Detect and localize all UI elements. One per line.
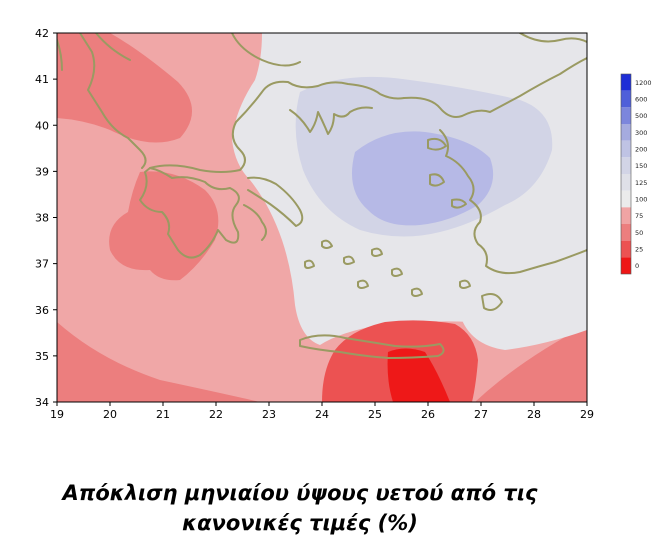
anomaly-region-se xyxy=(475,325,587,402)
legend-label: 125 xyxy=(635,179,647,187)
legend-label: 500 xyxy=(635,112,647,120)
legend-swatch xyxy=(621,140,631,158)
legend-swatch xyxy=(621,224,631,241)
x-tick-label: 24 xyxy=(315,408,329,421)
precipitation-anomaly-map: 19 20 21 22 23 24 25 26 27 28 29 34 35 36 37 38 39 40 41 4… xyxy=(35,27,652,421)
y-tick-label: 41 xyxy=(35,73,49,86)
legend-label: 75 xyxy=(635,212,643,220)
x-tick-label: 28 xyxy=(527,408,541,421)
legend-label: 300 xyxy=(635,129,647,137)
legend-frame xyxy=(620,73,632,275)
legend-label: 150 xyxy=(635,162,647,170)
legend-label: 600 xyxy=(635,96,647,104)
x-tick-label: 25 xyxy=(368,408,382,421)
coastlines xyxy=(57,33,587,359)
anomaly-region-nw xyxy=(57,33,193,143)
y-tick-label: 42 xyxy=(35,27,49,40)
x-tick-label: 27 xyxy=(474,408,488,421)
anomaly-region-crete-core xyxy=(387,348,450,402)
legend-swatch xyxy=(621,190,631,208)
legend-swatch xyxy=(621,174,631,191)
legend-label: 100 xyxy=(635,196,647,204)
legend-swatch xyxy=(621,74,631,91)
y-tick-label: 38 xyxy=(35,212,49,225)
legend-swatch xyxy=(621,240,631,258)
caption-line-1: Απόκλιση μηνιαίου ύψους υετού από τις xyxy=(62,481,538,505)
y-tick-label: 37 xyxy=(35,258,49,271)
y-tick-label: 40 xyxy=(35,119,49,132)
y-tick-label: 36 xyxy=(35,304,49,317)
x-tick-label: 26 xyxy=(421,408,435,421)
y-tick-label: 39 xyxy=(35,165,49,178)
x-tick-label: 23 xyxy=(262,408,276,421)
x-tick-label: 21 xyxy=(156,408,170,421)
y-axis: 34 35 36 37 38 39 40 41 42 xyxy=(35,27,57,409)
legend-swatch xyxy=(621,157,631,174)
x-tick-label: 20 xyxy=(103,408,117,421)
legend-label: 0 xyxy=(635,262,639,270)
y-tick-label: 35 xyxy=(35,350,49,363)
legend: 1200 600 500 300 200 150 125 100 75 50 25 0 xyxy=(620,73,652,275)
x-tick-label: 19 xyxy=(50,408,64,421)
x-tick-label: 29 xyxy=(580,408,594,421)
x-tick-label: 22 xyxy=(209,408,223,421)
y-tick-label: 34 xyxy=(35,396,49,409)
legend-label: 1200 xyxy=(635,79,652,87)
legend-label: 50 xyxy=(635,229,643,237)
anomaly-region-peloponnese xyxy=(109,171,219,281)
legend-swatch xyxy=(621,107,631,124)
x-axis: 19 20 21 22 23 24 25 26 27 28 29 xyxy=(50,402,594,421)
legend-swatch xyxy=(621,257,631,274)
map-caption: Απόκλιση μηνιαίου ύψους υετού από τις κα… xyxy=(0,478,600,538)
legend-swatch xyxy=(621,90,631,108)
anomaly-region-blue xyxy=(351,131,494,226)
legend-swatch xyxy=(621,124,631,141)
legend-label: 25 xyxy=(635,246,643,254)
anomaly-region-sw xyxy=(57,322,260,402)
legend-swatch xyxy=(621,207,631,224)
caption-line-2: κανονικές τιμές (%) xyxy=(182,511,418,535)
legend-label: 200 xyxy=(635,146,647,154)
